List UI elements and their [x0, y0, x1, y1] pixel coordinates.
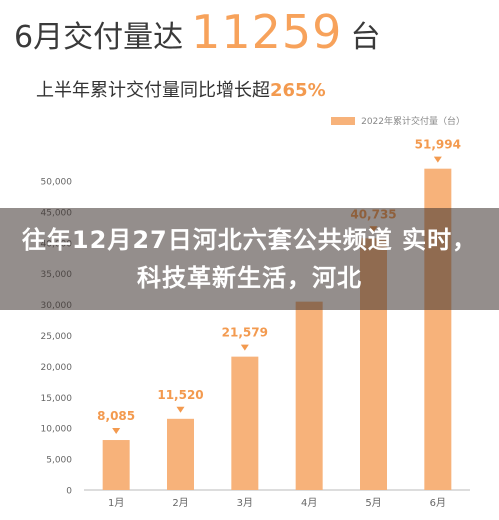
headline-number: 11259: [191, 5, 343, 59]
data-label: 21,579: [222, 326, 268, 340]
y-tick-label: 50,000: [41, 178, 73, 188]
subtitle-highlight: 265%: [270, 80, 326, 101]
bar: [167, 418, 194, 490]
x-tick-label: 2月: [172, 497, 188, 509]
data-label: 8,085: [97, 409, 135, 423]
data-label-arrow: [112, 428, 121, 435]
subtitle: 上半年累计交付量同比增长超265%: [36, 76, 326, 102]
data-label: 11,520: [157, 388, 203, 402]
y-tick-label: 15,000: [41, 394, 73, 404]
overlay-banner: 往年12月27日河北六套公共频道 实时，科技革新生活，河北: [0, 208, 499, 310]
bar: [295, 301, 323, 490]
bar: [102, 440, 130, 490]
data-label-arrow: [433, 156, 442, 163]
headline-suffix: 台: [350, 20, 381, 55]
data-label-arrow: [240, 344, 249, 351]
x-tick-label: 3月: [237, 497, 253, 509]
bar: [231, 356, 259, 490]
headline: 6月交付量达 11259 台: [14, 6, 380, 58]
overlay-title: 往年12月27日河北六套公共频道 实时，科技革新生活，河北: [21, 226, 478, 292]
x-tick-label: 1月: [108, 497, 124, 509]
data-label-arrow: [176, 406, 185, 413]
x-tick-label: 6月: [430, 497, 446, 509]
x-tick-label: 4月: [301, 497, 317, 509]
y-tick-label: 0: [66, 487, 72, 497]
subtitle-text: 上半年累计交付量同比增长超: [36, 80, 270, 101]
y-tick-label: 5,000: [46, 456, 72, 466]
y-tick-label: 10,000: [41, 425, 73, 435]
legend-swatch: [331, 116, 356, 125]
legend-label: 2022年累计交付量（台）: [361, 117, 465, 127]
y-tick-label: 25,000: [41, 332, 73, 342]
chart-legend: 2022年累计交付量（台）: [331, 114, 465, 127]
data-label: 51,994: [415, 138, 461, 152]
x-tick-label: 5月: [365, 497, 381, 509]
y-tick-label: 20,000: [41, 363, 73, 373]
headline-prefix: 6月交付量达: [14, 20, 184, 55]
